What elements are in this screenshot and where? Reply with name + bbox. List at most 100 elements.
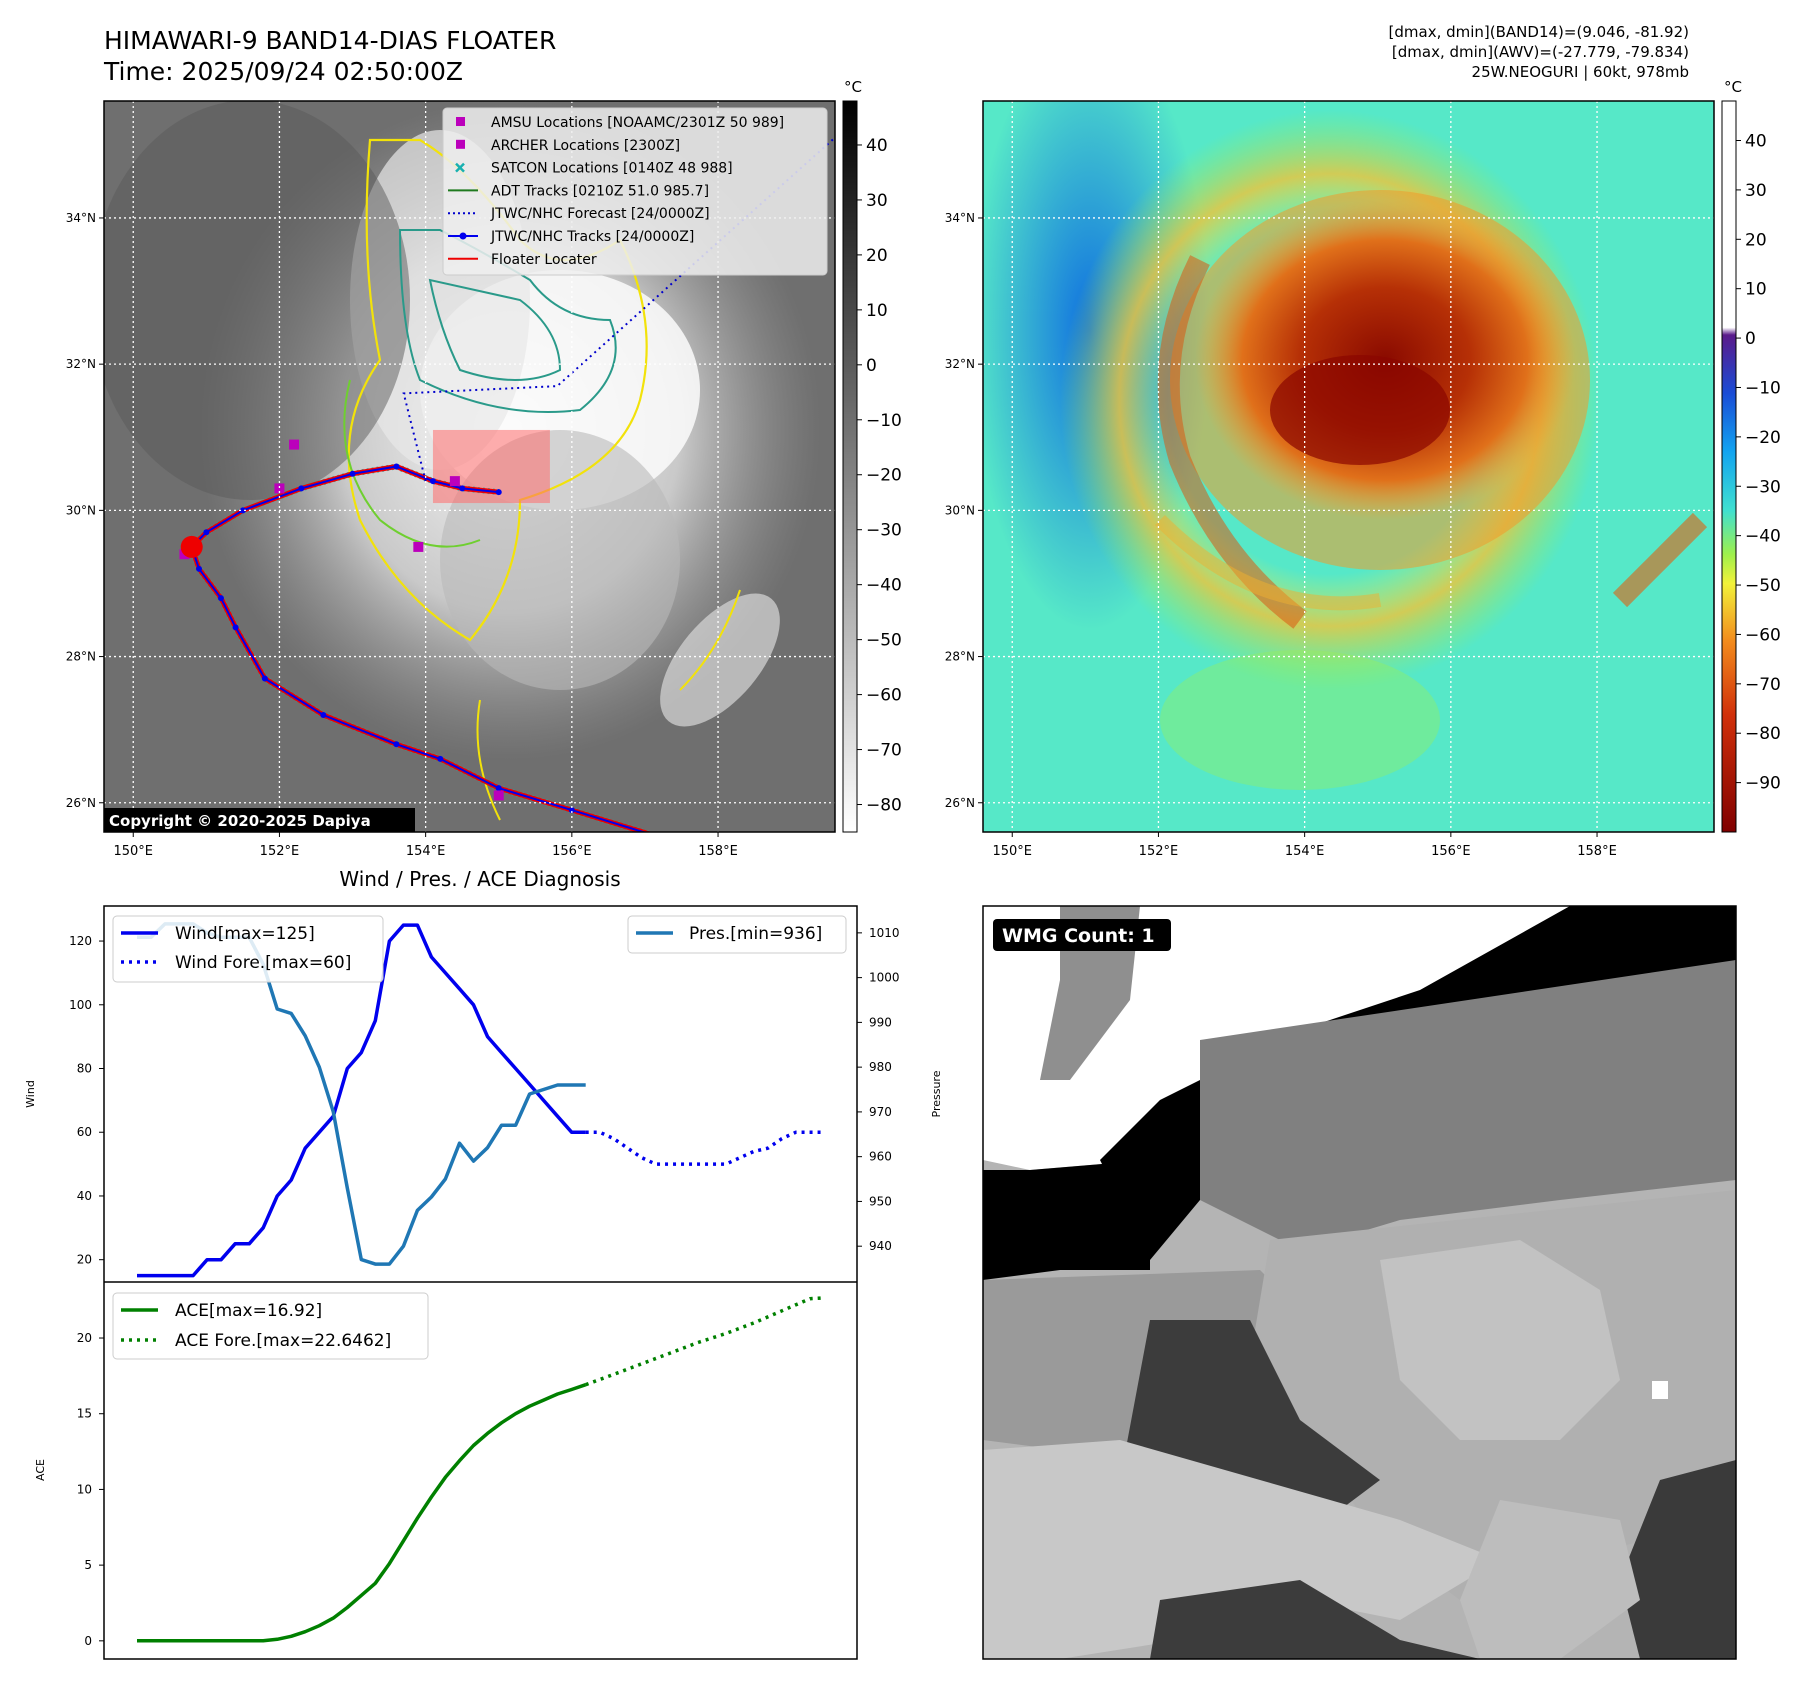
series-line — [585, 1296, 825, 1387]
awv-stats: [dmax, dmin](AWV)=(-27.779, -79.834) — [1391, 43, 1689, 61]
lat-tick-label: 30°N — [945, 503, 975, 517]
lon-tick-label: 156°E — [1431, 844, 1471, 859]
legend-label: SATCON Locations [0140Z 48 988] — [491, 161, 733, 177]
wind-tick-label: 40 — [77, 1189, 92, 1203]
colorbar-tick-label: −30 — [1745, 477, 1781, 497]
jtwc-track-point — [459, 485, 466, 492]
legend-label: ADT Tracks [0210Z 51.0 985.7] — [491, 183, 709, 199]
wind-tick-label: 20 — [77, 1253, 92, 1267]
colorbar-tick-label: −10 — [1745, 378, 1781, 398]
ir-legend-items: AMSU Locations [NOAAMC/2301Z 50 989] ARCH… — [448, 115, 784, 268]
wmg-image — [983, 906, 1736, 1659]
colorbar-tick-label: −70 — [1745, 675, 1781, 695]
lat-tick-label: 34°N — [945, 211, 975, 225]
jtwc-track-point — [232, 624, 239, 631]
band14-stats: [dmax, dmin](BAND14)=(9.046, -81.92) — [1388, 23, 1689, 41]
pressure-tick-label: 970 — [869, 1105, 892, 1119]
lon-tick-label: 150°E — [113, 844, 153, 859]
amsu-point — [449, 476, 460, 487]
amsu-point — [289, 439, 300, 450]
lon-tick-label: 156°E — [552, 844, 592, 859]
colorbar-tick-label: 10 — [866, 301, 888, 321]
awv-gridlines — [983, 101, 1714, 832]
colorbar-tick-label: −20 — [866, 466, 902, 486]
wmg-badge — [993, 919, 1171, 951]
timestamp: Time: 2025/09/24 02:50:00Z — [104, 57, 463, 86]
legend-label: AMSU Locations [NOAAMC/2301Z 50 989] — [491, 115, 784, 131]
amsu-point — [493, 790, 504, 801]
colorbar-tick-label: 30 — [866, 191, 888, 211]
jtwc-track-point — [203, 529, 210, 536]
diagnosis-title: Wind / Pres. / ACE Diagnosis — [339, 867, 620, 891]
colorbar-tick-label: −80 — [866, 796, 902, 816]
lon-tick-label: 152°E — [260, 844, 300, 859]
pressure-tick-label: 1010 — [869, 926, 900, 940]
wind-fore-legend-label: Wind Fore.[max=60] — [175, 953, 351, 973]
pressure-tick-label: 940 — [869, 1239, 892, 1253]
colorbar-tick-label: −70 — [866, 741, 902, 761]
colorbar-tick-label: 40 — [1745, 132, 1767, 152]
wmg-frame — [982, 905, 1737, 1660]
ace-tick-label: 15 — [77, 1407, 92, 1421]
jtwc-track-point — [495, 489, 502, 496]
lat-tick-label: 32°N — [945, 357, 975, 371]
awv-map-frame — [982, 100, 1715, 833]
colorbar-tick-label: −10 — [866, 411, 902, 431]
ir-colorbar — [842, 100, 858, 833]
ace-axes: 0 5 10 15 20 — [77, 1331, 104, 1648]
ir-overlay — [179, 136, 835, 832]
ace-legend — [112, 1292, 429, 1360]
awv-axes: 150°E 152°E 154°E 156°E 158°E 34°N 32°N 30°N 28°… — [945, 211, 1617, 859]
ace-fore-legend-label: ACE Fore.[max=22.6462] — [175, 1331, 391, 1351]
colorbar-tick-label: 40 — [866, 136, 888, 156]
colorbar-tick-label: −40 — [1745, 527, 1781, 547]
wind-tick-label: 80 — [77, 1062, 92, 1076]
jtwc-track-point — [568, 807, 575, 814]
copyright-badge — [104, 808, 415, 832]
wmg-count: WMG Count: 1 — [1002, 925, 1155, 947]
legend-label: ARCHER Locations [2300Z] — [491, 138, 680, 154]
lat-tick-label: 28°N — [945, 650, 975, 664]
colorbar-tick-label: 10 — [1745, 280, 1767, 300]
legend-marker-square — [456, 139, 465, 149]
lat-tick-label: 30°N — [66, 503, 96, 517]
pressure-tick-label: 990 — [869, 1015, 892, 1029]
awv-colorbar-ticks: 40 30 20 10 0 −10 −20 −30 −40 −50 −60 −70 −80 −90 — [1736, 132, 1781, 794]
pressure-tick-label: 950 — [869, 1194, 892, 1208]
colorbar-tick-label: 30 — [1745, 181, 1767, 201]
colorbar-tick-label: 0 — [866, 356, 877, 376]
ir-colorbar-unit: °C — [844, 78, 862, 96]
jtwc-track-point — [429, 478, 436, 485]
ir-axes: 150°E 152°E 154°E 156°E 158°E 34°N 32°N 30°N 28°… — [66, 211, 738, 859]
legend-marker-square — [456, 117, 465, 126]
jtwc-track-point — [261, 675, 268, 682]
ir-legend — [442, 107, 828, 276]
jtwc-track-point — [239, 507, 246, 514]
jtwc-track-point — [393, 741, 400, 748]
series-line — [137, 923, 586, 1278]
wind-tick-label: 60 — [77, 1125, 92, 1139]
ace-tick-label: 0 — [84, 1634, 92, 1648]
lat-tick-label: 34°N — [66, 211, 96, 225]
colorbar-tick-label: −40 — [866, 576, 902, 596]
legend-label: JTWC/NHC Forecast [24/0000Z] — [490, 206, 710, 222]
lon-tick-label: 152°E — [1139, 844, 1179, 859]
ace-axis-label: ACE — [34, 1459, 47, 1481]
lat-tick-label: 26°N — [945, 796, 975, 810]
pressure-tick-label: 960 — [869, 1150, 892, 1164]
legend-marker-dot — [459, 232, 467, 240]
lon-tick-label: 150°E — [992, 844, 1032, 859]
awv-colorbar — [1721, 100, 1737, 833]
colorbar-tick-label: −50 — [1745, 576, 1781, 596]
lat-tick-label: 28°N — [66, 650, 96, 664]
jtwc-track-point — [349, 470, 356, 477]
pres-legend-label: Pres.[min=936] — [689, 924, 822, 944]
legend-marker-x — [455, 162, 465, 173]
colorbar-tick-label: −60 — [1745, 625, 1781, 645]
wind-tick-label: 120 — [69, 934, 92, 948]
ace-tick-label: 20 — [77, 1331, 92, 1345]
storm-info: 25W.NEOGURI | 60kt, 978mb — [1471, 63, 1689, 81]
colorbar-tick-label: −90 — [1745, 774, 1781, 794]
colorbar-tick-label: −20 — [1745, 428, 1781, 448]
